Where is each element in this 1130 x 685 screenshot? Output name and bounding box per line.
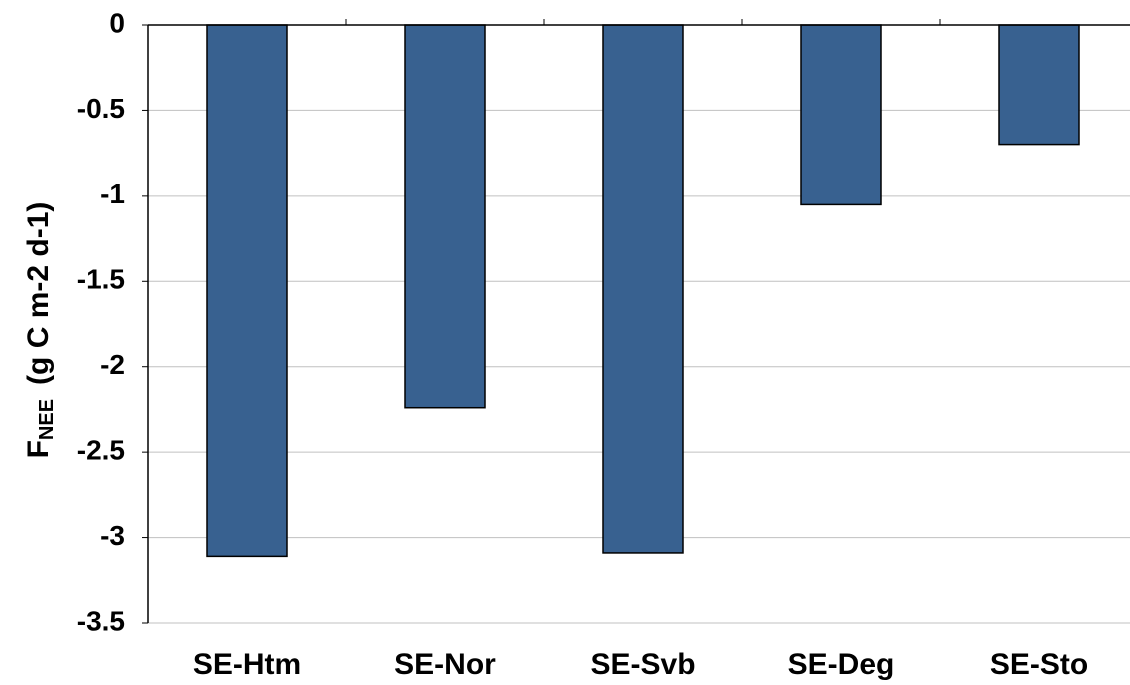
- x-tick-label: SE-Svb: [590, 648, 695, 681]
- bar: [206, 24, 288, 558]
- y-label-sub: NEE: [36, 399, 58, 440]
- x-tick-label: SE-Htm: [193, 648, 301, 681]
- y-tick-label: -0.5: [77, 93, 125, 124]
- y-tick-label: -2: [100, 349, 125, 380]
- y-axis-label: FNEE (g C m-2 d-1): [22, 202, 58, 459]
- x-tick-label: SE-Nor: [394, 648, 496, 681]
- bar: [404, 24, 486, 409]
- bar: [800, 24, 882, 206]
- y-label-unit: (g C m-2 d-1): [22, 202, 55, 385]
- y-tick-label: -1: [100, 178, 125, 209]
- x-tick-label: SE-Sto: [990, 648, 1088, 681]
- y-tick-label: -2.5: [77, 435, 125, 466]
- bar: [998, 24, 1080, 146]
- y-tick-label: 0: [109, 7, 125, 38]
- y-tick-label: -3: [100, 520, 125, 551]
- y-tick-label: -3.5: [77, 605, 125, 636]
- bar: [602, 24, 684, 554]
- y-label-main: F: [22, 440, 55, 458]
- y-tick-label: -1.5: [77, 264, 125, 295]
- x-tick-label: SE-Deg: [788, 648, 895, 681]
